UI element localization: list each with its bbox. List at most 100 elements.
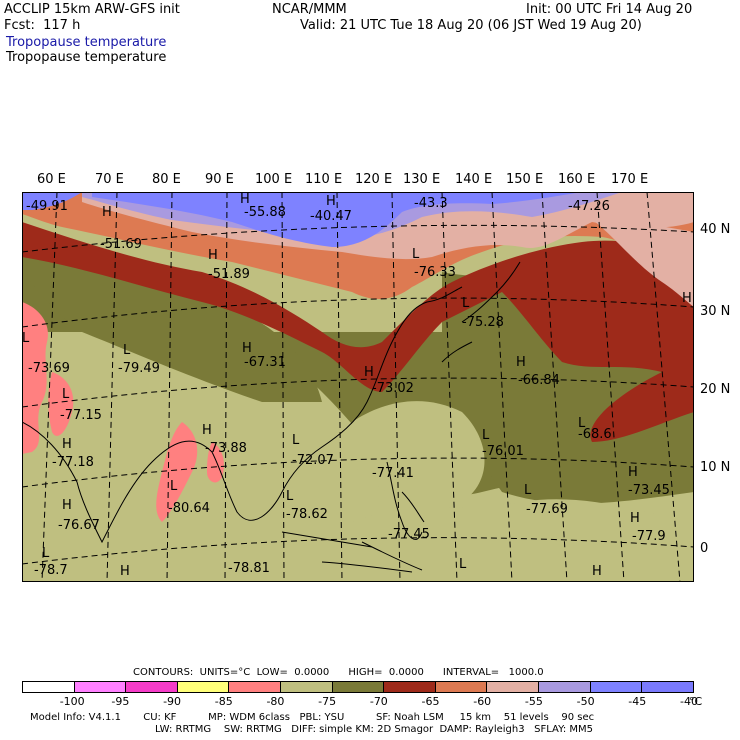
- longitude-label: 150 E: [506, 172, 544, 187]
- extremum-value: -76.33: [414, 265, 456, 280]
- contour-info: CONTOURS: UNITS=°C LOW= 0.0000 HIGH= 0.0…: [133, 667, 544, 678]
- extremum-marker: L: [286, 489, 294, 504]
- extremum-value: -47.26: [568, 199, 610, 214]
- extremum-marker: H: [516, 355, 526, 370]
- extremum-value: -73.02: [372, 381, 414, 396]
- legend-swatch: [281, 682, 333, 692]
- legend-swatch: [384, 682, 436, 692]
- band-minus70-west: [22, 232, 322, 402]
- extremum-marker: L: [292, 433, 300, 448]
- extremum-value: -77.9: [632, 529, 666, 544]
- band-minus55-east: [582, 212, 694, 307]
- extremum-marker: H: [630, 511, 640, 526]
- legend-swatch: [539, 682, 591, 692]
- extremum-marker: L: [578, 416, 586, 431]
- legend-swatch: [435, 682, 488, 692]
- extremum-marker: H: [326, 194, 336, 209]
- extremum-value: -78.81: [228, 561, 270, 576]
- extremum-marker: L: [412, 247, 420, 262]
- legend-swatch: [590, 682, 643, 692]
- legend-swatch: [74, 682, 127, 692]
- legend-tick-label: -90: [163, 695, 182, 708]
- coastline: [22, 286, 463, 544]
- legend-tick-label: -50: [576, 695, 595, 708]
- extremum-marker: H: [62, 498, 72, 513]
- color-legend: [22, 681, 694, 693]
- legend-swatch: [177, 682, 230, 692]
- map-panel: -49.91 H -51.69 H -55.88 H -40.47 -43.3 -47.26 H -…: [22, 192, 694, 582]
- extremum-value: -77.45: [388, 527, 430, 542]
- init-time: Init: 00 UTC Fri 14 Aug 20: [526, 2, 693, 17]
- legend-tick-label: -85: [214, 695, 233, 708]
- extremum-value: -68.6: [578, 427, 612, 442]
- extremum-value: -51.69: [100, 237, 142, 252]
- legend-tick-label: -40: [680, 695, 698, 708]
- legend-swatch: [126, 682, 178, 692]
- extremum-marker: L: [482, 428, 490, 443]
- extremum-marker: L: [459, 557, 467, 572]
- legend-swatch: [332, 682, 385, 692]
- longitude-label: 160 E: [558, 172, 596, 187]
- khaki-patch-east: [352, 499, 694, 582]
- extremum-value: -73.88: [205, 441, 247, 456]
- extremum-marker: H: [62, 437, 72, 452]
- extremum-marker: H: [208, 248, 218, 263]
- extremum-marker: L: [462, 296, 470, 311]
- longitude-label: 110 E: [305, 172, 343, 187]
- field-title-primary: Tropopause temperature: [6, 35, 167, 50]
- coastline-indonesia: [281, 531, 413, 573]
- longitude-label: 140 E: [455, 172, 493, 187]
- field-title-secondary: Tropopause temperature: [6, 50, 167, 65]
- legend-tick-label: -65: [421, 695, 440, 708]
- extremum-marker: L: [22, 331, 30, 346]
- extremum-value: -78.7: [34, 563, 68, 578]
- graticule: [22, 192, 694, 582]
- forecast-hour: Fcst: 117 h: [4, 18, 81, 33]
- extremum-value: -55.88: [244, 205, 286, 220]
- extremum-marker: H: [242, 341, 252, 356]
- extremum-value: -67.31: [244, 355, 286, 370]
- band-minus80-b: [48, 372, 74, 436]
- band-minus65: [22, 222, 694, 442]
- extremum-marker: H: [628, 465, 638, 480]
- legend-tick-label: -80: [266, 695, 285, 708]
- legend-tick-label: -70: [369, 695, 388, 708]
- extremum-value: -78.62: [286, 507, 328, 522]
- legend-tick-label: -100: [59, 695, 85, 708]
- extremum-marker: H: [202, 423, 212, 438]
- extremum-marker: H: [592, 564, 602, 579]
- latitude-label: 20 N: [700, 382, 731, 397]
- longitude-label: 170 E: [611, 172, 649, 187]
- extremum-marker: H: [240, 192, 250, 207]
- extremum-value: -72.07: [292, 453, 334, 468]
- legend-tick-label: -45: [628, 695, 647, 708]
- extremum-value: -73.69: [28, 361, 70, 376]
- longitude-label: 130 E: [403, 172, 441, 187]
- legend-swatch: [23, 682, 75, 692]
- legend-tick-label: -60: [473, 695, 492, 708]
- extremum-value: -77.15: [60, 408, 102, 423]
- legend-unit: °C: [689, 695, 703, 708]
- extremum-value: -76.67: [58, 518, 100, 533]
- legend-tick-label: -55: [524, 695, 543, 708]
- extremum-value: -77.69: [526, 502, 568, 517]
- band-minus45-west: [22, 192, 82, 210]
- latitude-label: 10 N: [700, 460, 731, 475]
- extremum-value: -73.45: [628, 483, 670, 498]
- model-title: ACCLIP 15km ARW-GFS init: [4, 2, 180, 17]
- longitude-label: 80 E: [152, 172, 181, 187]
- extremum-value: -79.49: [118, 361, 160, 376]
- model-info-line1: Model Info: V4.1.1 CU: KF MP: WDM 6class…: [30, 712, 595, 723]
- extremum-marker: L: [170, 479, 178, 494]
- coastline-islands: [361, 461, 425, 571]
- latitude-label: 40 N: [700, 222, 731, 237]
- extremum-value: -40.47: [310, 209, 352, 224]
- band-minus80-a: [22, 302, 48, 454]
- longitude-label: 90 E: [205, 172, 234, 187]
- extremum-marker: L: [123, 343, 131, 358]
- extremum-value: -77.18: [52, 455, 94, 470]
- band-minus80-c: [156, 422, 198, 522]
- extremum-value: -49.91: [26, 199, 68, 214]
- extremum-marker: H: [682, 291, 692, 306]
- band-minus45: [92, 192, 582, 247]
